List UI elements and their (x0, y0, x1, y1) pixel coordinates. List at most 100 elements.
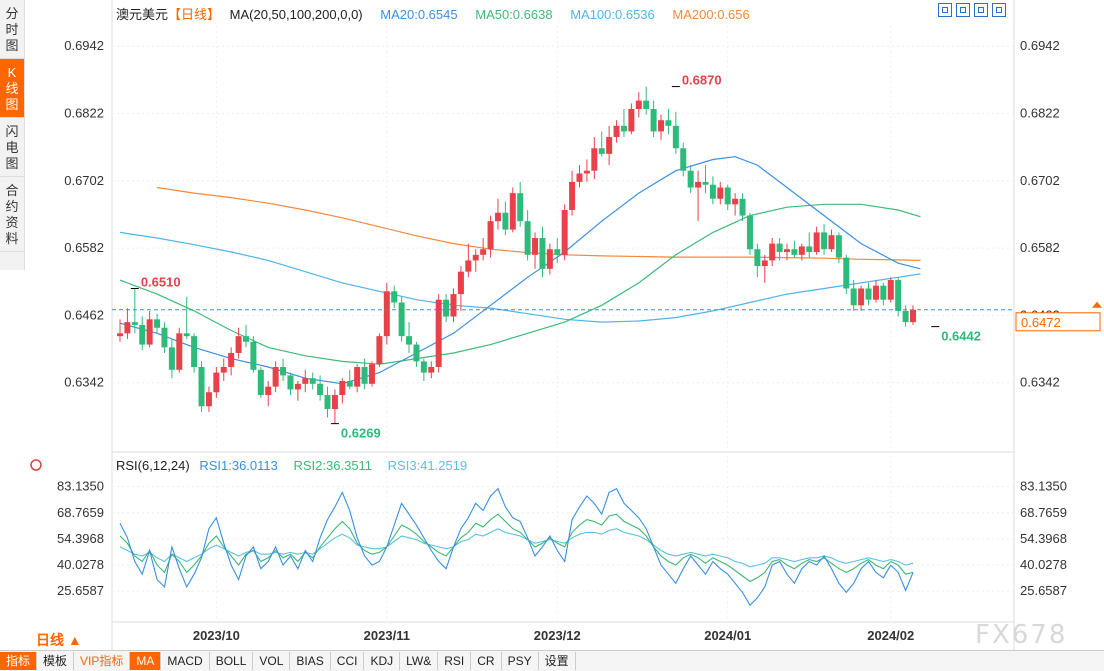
price-alert-icon (1092, 301, 1102, 308)
sidebar-tab-char: 分 (5, 6, 19, 21)
indicator-button-0[interactable]: 指标 (0, 652, 38, 670)
indicator-button-13[interactable]: PSY (502, 652, 539, 670)
indicator-button-7[interactable]: BIAS (290, 652, 331, 670)
symbol-title: 澳元美元 (116, 7, 169, 22)
rsi1-line (119, 487, 914, 606)
rsi3-value: RSI3:41.2519 (387, 458, 468, 473)
candle-body (813, 232, 820, 253)
indicator-button-10[interactable]: LW& (400, 652, 439, 670)
indicator-button-5[interactable]: BOLL (210, 652, 254, 670)
candle-body (198, 366, 205, 407)
sidebar-tab-3[interactable]: 合约资料 (0, 177, 24, 252)
ma200-line (157, 186, 921, 261)
candle-body (880, 285, 887, 300)
draw-tool-icon[interactable] (974, 3, 988, 17)
rsi-header: RSI(6,12,24) RSI1:36.0113 RSI2:36.3511 R… (116, 458, 479, 473)
candle-body (680, 148, 687, 171)
candle-body (168, 347, 175, 370)
indicator-button-1[interactable]: 模板 (37, 652, 75, 670)
zoom-out-icon[interactable] (956, 3, 970, 17)
watermark: FX678 (975, 620, 1068, 650)
candle-body (658, 120, 665, 132)
candle-body (383, 291, 390, 337)
candle-body (368, 364, 375, 384)
toolbar (938, 3, 1006, 17)
candle-body (494, 212, 501, 222)
rsi1-value: RSI1:36.0113 (199, 458, 278, 473)
candle-body (250, 341, 257, 370)
candle-body (361, 366, 368, 384)
candle-body (569, 181, 576, 210)
candle-body (798, 246, 805, 255)
indicator-button-3[interactable]: MA (130, 652, 162, 670)
fullscreen-icon[interactable] (992, 3, 1006, 17)
rsi-tick-right: 40.0278 (1020, 557, 1067, 572)
candle-body (635, 100, 642, 110)
candle-body (665, 120, 672, 126)
price-tick-left: 0.6462 (64, 307, 104, 322)
rsi-tick-right: 54.3968 (1020, 531, 1067, 546)
candle-body (895, 280, 902, 311)
indicator-button-6[interactable]: VOL (253, 652, 291, 670)
extreme-label: 0.6269 (341, 426, 381, 441)
rsi-tick-left: 40.0278 (57, 557, 104, 572)
candle-body (472, 254, 479, 261)
indicator-button-2[interactable]: VIP指标 (74, 652, 131, 670)
indicator-button-8[interactable]: CCI (331, 652, 365, 670)
sidebar-tab-char: 闪 (5, 124, 19, 139)
indicator-button-4[interactable]: MACD (161, 652, 210, 670)
rsi-tick-left: 54.3968 (57, 531, 104, 546)
candle-body (887, 280, 894, 300)
candle-body (910, 309, 916, 323)
sidebar-tab-char: K (7, 65, 17, 80)
indicator-button-12[interactable]: CR (471, 652, 502, 670)
candle-body (124, 322, 131, 334)
candle-body (154, 319, 161, 328)
candle-body (420, 361, 427, 373)
candle-body (354, 366, 361, 387)
sidebar-tab-2[interactable]: 闪电图 (0, 118, 24, 177)
candle-body (331, 395, 338, 410)
candle-body (191, 336, 198, 367)
sidebar-tab-0[interactable]: 分时图 (0, 0, 24, 59)
candle-body (828, 235, 835, 250)
indicator-button-14[interactable]: 设置 (539, 652, 576, 670)
candle-body (376, 336, 383, 365)
candle-body (576, 173, 583, 182)
candle-body (776, 243, 783, 253)
extreme-label: 0.6442 (941, 329, 981, 344)
candle-body (213, 372, 220, 393)
price-tick-left: 0.6942 (64, 38, 104, 53)
chart-canvas: 0.6942 0.6942 0.6822 0.6822 0.6702 0.6702 0.65… (30, 0, 1102, 650)
candle-body (769, 243, 776, 261)
candle-body (302, 378, 309, 384)
candle-body (346, 381, 353, 387)
sidebar-tab-char: 电 (5, 140, 19, 155)
indicator-button-11[interactable]: RSI (438, 652, 472, 670)
candle-body (672, 125, 679, 149)
price-tick-right: 0.6582 (1020, 240, 1060, 255)
candle-body (443, 299, 450, 317)
current-price-label: 0.6472 (1021, 315, 1061, 330)
rsi3-line (119, 528, 914, 568)
zoom-in-icon[interactable] (938, 3, 952, 17)
rsi-params: RSI(6,12,24) (116, 458, 190, 473)
candle-body (598, 148, 605, 154)
candle-body (480, 249, 487, 255)
ma100-line (119, 231, 921, 323)
candle-body (139, 324, 146, 345)
candle-body (272, 366, 279, 387)
candle-body (265, 386, 272, 396)
indicator-button-9[interactable]: KDJ (364, 652, 401, 670)
candle-body (280, 366, 287, 376)
candle-body (317, 383, 324, 396)
sidebar-tab-char: 料 (5, 231, 19, 246)
candle-body (687, 170, 694, 188)
candle-body (865, 288, 872, 300)
candle-body (702, 181, 709, 185)
candle-body (583, 170, 590, 174)
candle-body (709, 184, 716, 199)
price-tick-left: 0.6822 (64, 105, 104, 120)
period-selector[interactable]: 日线 ▲ (36, 632, 82, 648)
